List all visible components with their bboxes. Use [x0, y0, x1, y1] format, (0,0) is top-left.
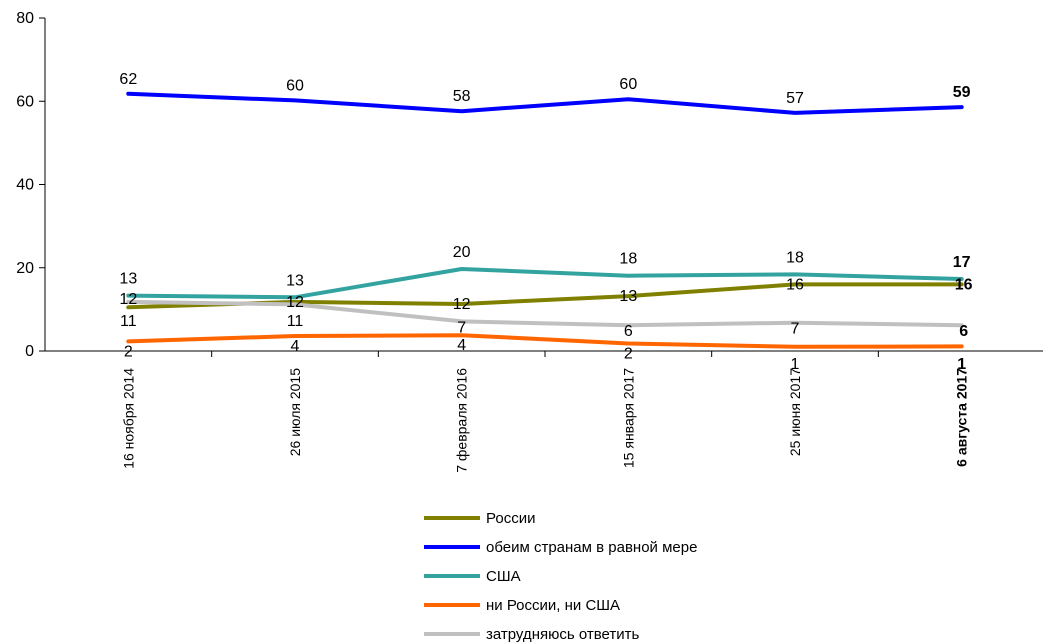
data-label: 13 [119, 271, 137, 288]
y-tick-label: 60 [16, 93, 34, 110]
data-label: 20 [453, 244, 471, 261]
x-axis-tick-labels: 16 ноября 2014 26 июля 2015 7 февраля 2016… [120, 368, 969, 473]
x-tick-label: 6 августа 2017 [954, 368, 970, 467]
data-label: 12 [119, 291, 137, 308]
data-label: 59 [953, 84, 971, 101]
data-label: 13 [286, 272, 304, 289]
x-tick-label: 15 января 2017 [620, 368, 636, 468]
data-label: 1 [957, 356, 966, 373]
data-label: 13 [619, 288, 637, 305]
y-tick-label: 20 [16, 260, 34, 277]
legend-label-1: обеим странам в равной мере [486, 539, 697, 556]
data-label: 12 [286, 294, 304, 311]
data-label: 2 [624, 346, 633, 363]
data-label: 7 [457, 319, 466, 336]
data-label: 4 [457, 337, 466, 354]
data-label: 16 [786, 276, 804, 293]
x-tick-label: 25 июня 2017 [787, 368, 803, 456]
data-label: 4 [291, 338, 300, 355]
legend: России обеим странам в равной мере США ни Р… [424, 510, 697, 643]
data-label: 57 [786, 90, 804, 107]
legend-label-2: США [486, 568, 521, 585]
data-label: 17 [953, 254, 971, 271]
y-tick-label: 40 [16, 177, 34, 194]
data-label: 6 [959, 323, 968, 340]
series-line-1 [126, 91, 964, 115]
data-label: 58 [453, 88, 471, 105]
data-label: 62 [119, 71, 137, 88]
data-label: 7 [791, 321, 800, 338]
y-tick-label: 0 [25, 343, 34, 360]
data-label: 18 [619, 251, 637, 268]
data-label: 60 [619, 76, 637, 93]
series-lines [126, 91, 964, 349]
x-tick-label: 26 июля 2015 [287, 368, 303, 456]
y-tick-label: 80 [16, 10, 34, 27]
x-tick-label: 16 ноября 2014 [120, 368, 136, 469]
x-tick-label: 7 февраля 2016 [454, 368, 470, 473]
data-label: 60 [286, 77, 304, 94]
data-label: 6 [624, 323, 633, 340]
series-line-4 [126, 299, 964, 328]
data-label: 16 [955, 276, 973, 293]
series-line-2 [126, 267, 964, 300]
legend-label-4: затрудняюсь ответить [486, 626, 639, 643]
legend-label-0: России [486, 510, 535, 527]
data-label: 18 [786, 249, 804, 266]
data-label: 1 [791, 356, 800, 373]
data-label: 2 [124, 343, 133, 360]
legend-label-3: ни России, ни США [486, 597, 620, 614]
series-line-3 [126, 333, 964, 349]
chart-axes: 0 20 40 60 80 [16, 10, 1043, 360]
data-label: 11 [287, 313, 304, 330]
data-label: 12 [453, 296, 471, 313]
data-label: 11 [120, 313, 137, 330]
